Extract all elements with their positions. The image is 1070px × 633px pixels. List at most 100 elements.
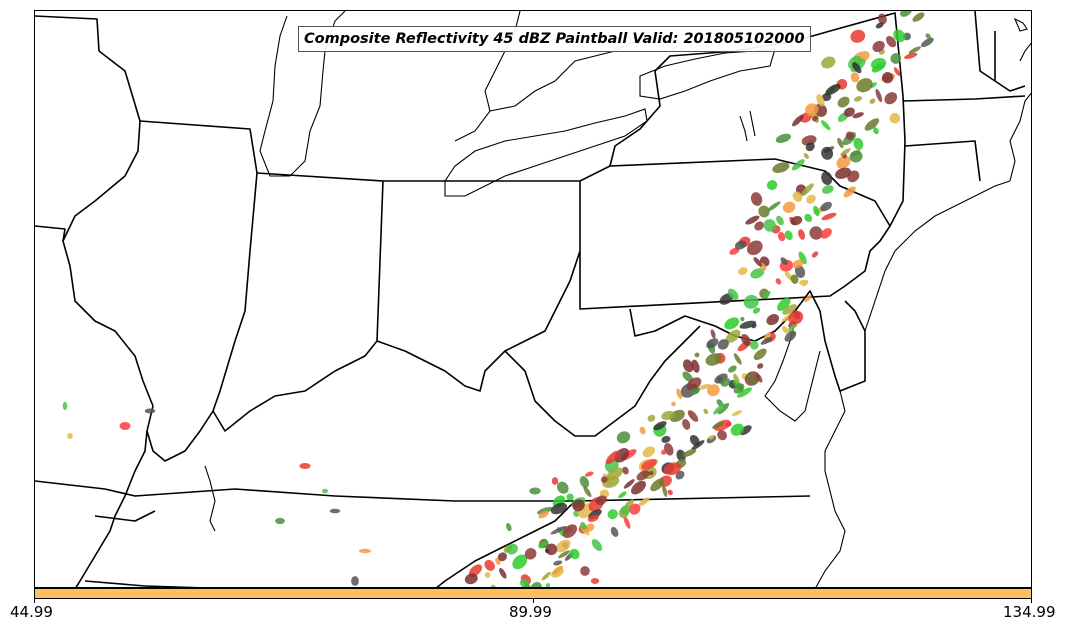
paintball-blob: [727, 288, 739, 300]
paintball-blob: [464, 573, 478, 585]
paintball-blob: [792, 191, 803, 202]
paintball-blob: [538, 540, 549, 549]
paintball-blob: [572, 499, 585, 512]
paintball-blob: [790, 215, 803, 226]
paintball-blob: [676, 449, 686, 462]
paintball-blob: [784, 330, 797, 342]
paintball-blob: [843, 186, 856, 198]
paintball-blob: [724, 317, 740, 330]
paintball-blob: [623, 479, 635, 489]
map-panel: Composite Reflectivity 45 dBZ Paintball …: [34, 10, 1032, 588]
colorbar-tick-min: 44.99: [10, 603, 53, 621]
paintball-blob: [584, 523, 595, 532]
paintball-blob: [820, 120, 831, 131]
paintball-blob: [784, 230, 793, 241]
paintball-blob: [661, 410, 675, 421]
paintball-blob: [880, 11, 891, 12]
paintball-blob: [610, 526, 619, 537]
paintball-blob: [904, 52, 918, 59]
paintball-blob: [790, 323, 798, 329]
paintball-blob: [763, 291, 771, 298]
paintball-blob: [359, 548, 371, 554]
paintball-blob: [705, 353, 722, 366]
paintball-blob: [590, 578, 600, 584]
paintball-blob: [541, 571, 551, 581]
paintball-blob: [798, 229, 806, 240]
paintball-blob: [792, 259, 804, 269]
paintball-blob: [322, 488, 328, 494]
paintball-blob: [620, 505, 631, 516]
paintball-blob: [750, 192, 763, 206]
paintball-blob: [686, 377, 702, 391]
paintball-blob: [616, 431, 631, 444]
paintball-blob: [812, 115, 819, 122]
paintball-blob: [512, 554, 528, 570]
paintball-blob: [870, 58, 887, 70]
paintball-blob: [579, 476, 590, 488]
paintball-blob: [275, 517, 285, 525]
paintball-blob: [782, 304, 797, 315]
paintball-blob: [675, 470, 685, 480]
paintball-blob: [595, 495, 608, 506]
paintball-blob: [853, 96, 863, 102]
paintball-blob: [763, 219, 777, 232]
paintball-blob: [813, 205, 820, 217]
paintball-blob: [740, 333, 751, 347]
paintball-blob: [682, 449, 697, 457]
paintball-blob: [676, 388, 683, 400]
paintball-blob: [849, 150, 863, 163]
paintball-blob: [920, 37, 934, 48]
paintball-blob: [893, 29, 906, 43]
paintball-blob: [506, 543, 518, 555]
paintball-blob: [600, 476, 608, 483]
paintball-blob: [708, 435, 715, 440]
paintball-blob: [618, 491, 627, 499]
paintball-blob: [752, 307, 761, 314]
state-boundaries: [35, 11, 1026, 587]
paintball-blob: [766, 201, 781, 212]
paintball-blob: [733, 383, 745, 394]
paintball-blob: [536, 506, 553, 515]
paintball-blob: [873, 127, 879, 135]
paintball-blob: [484, 559, 495, 571]
paintball-blob: [864, 118, 880, 131]
paintball-blob: [691, 359, 700, 373]
paintball-blob: [555, 539, 571, 553]
paintball-blob: [530, 581, 542, 587]
paintball-blob: [557, 481, 569, 494]
paintball-blob: [908, 46, 921, 54]
paintball-blob: [757, 363, 764, 369]
paintball-blob: [706, 338, 719, 349]
paintball-blob: [550, 502, 568, 515]
paintball-blob: [566, 493, 574, 501]
paintball-blob: [687, 410, 699, 422]
paintball-blob: [636, 470, 650, 481]
paintball-blob: [707, 384, 720, 397]
paintball-blob: [750, 268, 765, 279]
paintball-blob: [663, 462, 682, 476]
paintball-blob: [803, 153, 809, 159]
paintball-blob: [799, 279, 806, 285]
paintball-blob: [497, 552, 508, 562]
paintball-blob: [622, 466, 629, 475]
paintball-blob: [805, 103, 819, 116]
paintball-blob: [749, 340, 759, 350]
paintball-blob: [144, 408, 156, 414]
paintball-blob: [738, 267, 748, 275]
paintball-blob: [925, 33, 931, 40]
paintball-blob: [781, 325, 789, 334]
paintball-blob: [875, 88, 883, 103]
paintball-blob: [717, 339, 729, 350]
paintball-blob: [816, 94, 825, 107]
paintball-blob: [62, 401, 68, 411]
paintball-blob: [889, 112, 901, 124]
paintball-blob: [351, 576, 359, 586]
paintball-blob: [671, 401, 676, 407]
paintball-blob: [806, 194, 816, 204]
paintball-blob: [776, 215, 784, 226]
paintball-blob: [717, 402, 730, 415]
paintball-blob: [712, 421, 725, 429]
paintball-blob: [682, 418, 691, 430]
paintball-blob: [667, 489, 673, 496]
paintball-blob: [837, 96, 850, 108]
